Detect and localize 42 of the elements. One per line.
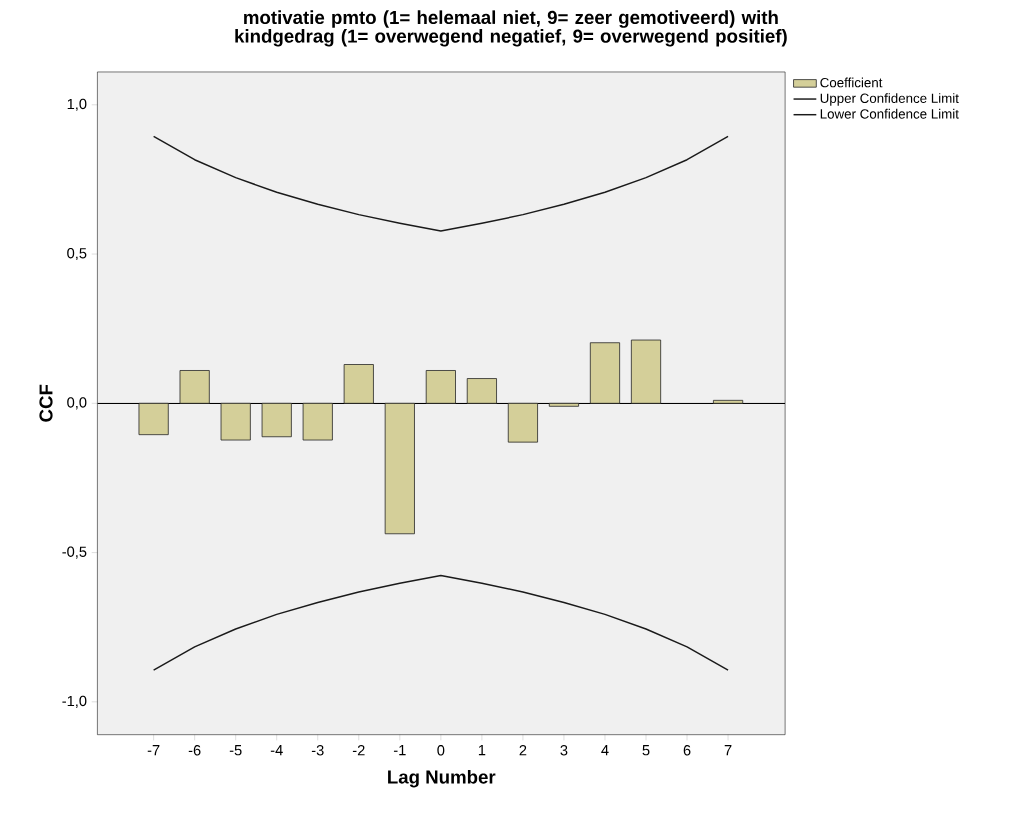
y-tick-label: 0,0 [67,397,87,410]
chart-title: motivatie pmto (1= helemaal niet, 9= zeer gemotiveerd) with kindgedrag (1= overwegend negatief, 9= overwegend positief) [235,10,787,47]
x-tick-label: -3 [311,745,324,756]
x-tick-label: 2 [519,745,527,756]
bar [548,403,579,407]
x-tick-label: -1 [393,745,406,756]
legend-label: Upper Confidence Limit [820,93,959,106]
x-tick-label: 4 [601,745,609,756]
bar [220,403,251,441]
y-tick-label: -1,0 [62,695,87,709]
bar [302,403,333,441]
x-tick-label: -2 [352,745,365,756]
y-tick-label: 1,0 [67,98,87,112]
bar [384,403,415,535]
bar [138,403,169,436]
x-tick-label: -7 [147,745,160,756]
line-series [152,135,729,232]
x-tick-label: 6 [683,745,691,756]
y-axis-title: CCF [39,385,53,422]
x-tick-label: 0 [437,745,445,756]
bar [589,342,621,404]
legend-label: Lower Confidence Limit [820,109,959,119]
bar [343,364,374,404]
bar [507,403,538,443]
x-tick-label: 3 [560,745,568,756]
bar [466,378,497,404]
bar [713,400,744,404]
x-tick-label: -5 [229,745,242,756]
bar [261,403,292,438]
x-tick-label: -6 [188,745,201,756]
y-tick-label: 0,5 [67,248,87,261]
bar [630,339,662,404]
y-tick-label: -0,5 [62,546,87,559]
x-tick-label: -4 [270,745,283,756]
bar [425,370,456,404]
bar [179,370,210,404]
x-axis-title: Lag Number [388,770,496,788]
x-tick-label: 1 [478,745,486,756]
x-tick-label: 7 [724,745,732,756]
x-tick-label: 5 [642,745,650,756]
line-series [152,575,729,672]
legend-label: Coefficient [820,77,883,88]
